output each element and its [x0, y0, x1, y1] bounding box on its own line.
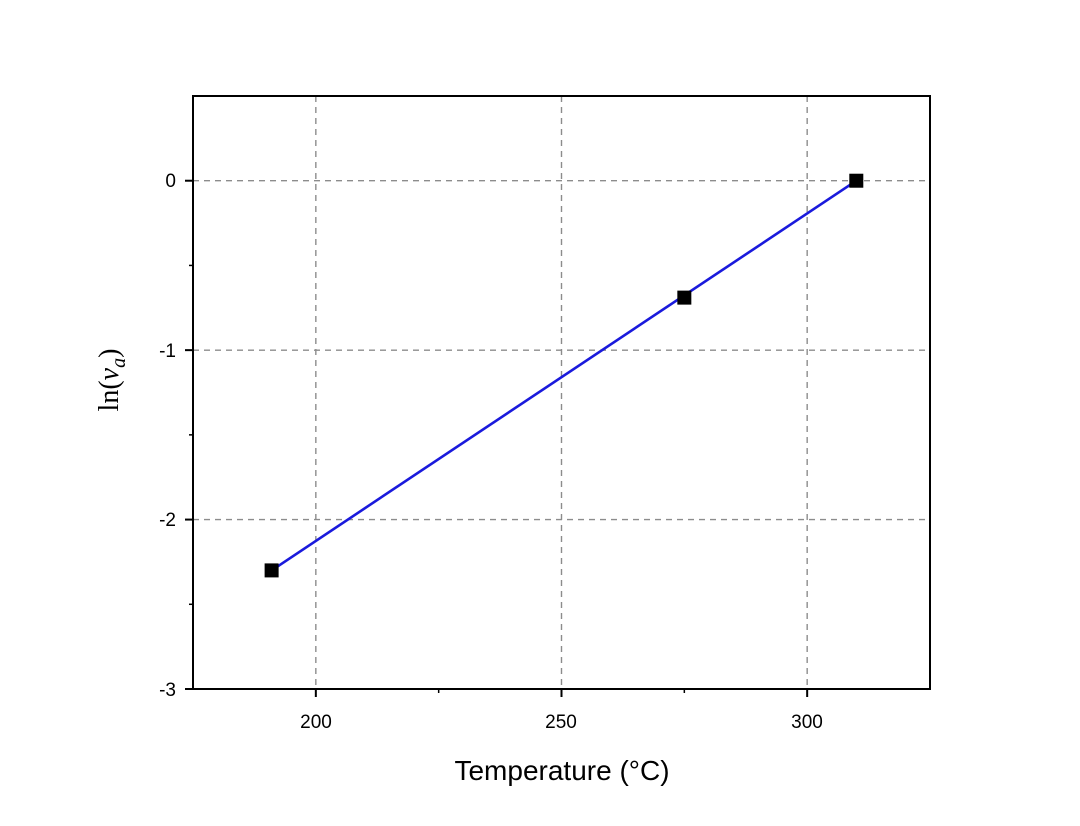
- fit-line-layer: [270, 179, 858, 572]
- data-point: [264, 563, 279, 578]
- x-tick-label: 200: [300, 712, 332, 733]
- x-tick-label: 300: [791, 712, 823, 733]
- data-point: [849, 173, 864, 188]
- x-tick-labels: 200 250 300: [300, 712, 823, 733]
- minor-ticks: [189, 264, 686, 693]
- y-axis-title-suffix: ): [94, 349, 125, 358]
- x-axis-title: Temperature (°C): [454, 755, 669, 786]
- grid-lines: [193, 96, 930, 689]
- y-axis-title-prefix: ln(: [94, 380, 125, 411]
- y-tick-label: 0: [165, 171, 176, 192]
- major-ticks: [185, 179, 809, 697]
- x-tick-label: 250: [545, 712, 577, 733]
- data-points: [264, 173, 864, 578]
- y-axis-title: ln(va): [94, 349, 130, 412]
- y-tick-label: -3: [159, 680, 176, 701]
- y-tick-label: -2: [159, 510, 176, 531]
- y-axis-title-var: v: [94, 367, 125, 380]
- y-tick-label: -1: [159, 341, 176, 362]
- plot-frame: [192, 95, 931, 690]
- y-axis-title-sub: a: [108, 358, 130, 368]
- data-point: [677, 290, 692, 305]
- fit-line: [270, 179, 858, 572]
- y-tick-labels: 0 -1 -2 -3: [159, 171, 176, 701]
